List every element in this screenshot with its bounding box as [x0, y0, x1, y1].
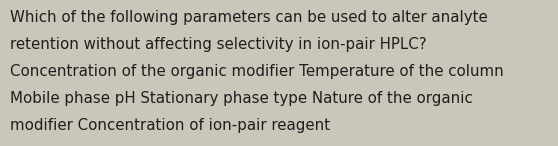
Text: modifier Concentration of ion-pair reagent: modifier Concentration of ion-pair reage… — [10, 118, 330, 133]
Text: Mobile phase pH Stationary phase type Nature of the organic: Mobile phase pH Stationary phase type Na… — [10, 91, 473, 106]
Text: Which of the following parameters can be used to alter analyte: Which of the following parameters can be… — [10, 10, 488, 25]
Text: Concentration of the organic modifier Temperature of the column: Concentration of the organic modifier Te… — [10, 64, 504, 79]
Text: retention without affecting selectivity in ion-pair HPLC?: retention without affecting selectivity … — [10, 37, 427, 52]
